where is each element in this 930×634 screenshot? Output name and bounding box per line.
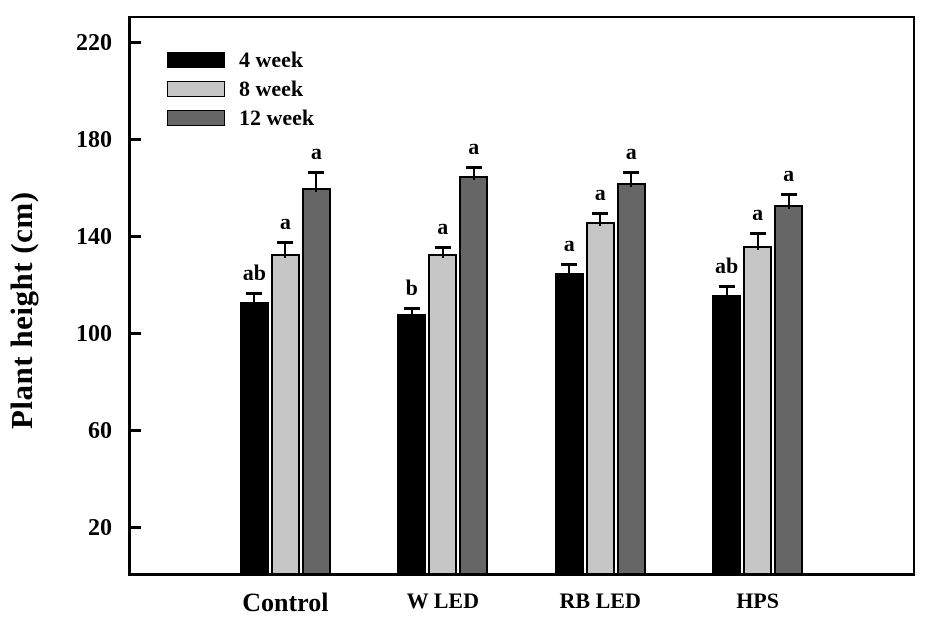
error-bar-stem [568, 263, 571, 277]
legend-row: 12 week [167, 103, 314, 132]
error-bar-cap [308, 171, 325, 175]
y-tick-label: 140 [76, 223, 112, 250]
bar-8-week-W-LED [428, 253, 458, 575]
error-bar-cap [718, 285, 735, 289]
x-category-label: W LED [406, 588, 479, 613]
y-tick-mark [129, 526, 141, 529]
error-bar-stem [756, 231, 759, 251]
error-bar-stem [441, 246, 444, 258]
legend-row: 4 week [167, 45, 314, 74]
bar-8-week-Control [270, 253, 300, 575]
error-bar-cap [561, 263, 578, 267]
error-bar-stem [410, 306, 413, 319]
error-bar-cap [465, 166, 482, 170]
significance-letter: a [594, 180, 606, 206]
bar-12-week-W-LED [459, 176, 489, 575]
error-bar-cap [246, 292, 263, 296]
y-tick-mark [129, 429, 141, 433]
error-bar-stem [315, 171, 318, 193]
significance-letter: ab [242, 260, 267, 286]
y-tick-label: 220 [76, 29, 112, 56]
bar-12-week-RB-LED [616, 183, 646, 575]
bar-8-week-RB-LED [585, 222, 615, 575]
bar-12-week-Control [301, 188, 331, 575]
legend: 4 week 8 week 12 week [167, 45, 314, 132]
legend-label: 4 week [239, 46, 304, 72]
y-tick-mark [129, 41, 141, 45]
significance-letter: a [437, 214, 449, 240]
error-bar-cap [592, 212, 609, 216]
x-category-label: Control [242, 588, 329, 617]
error-bar-stem [253, 292, 256, 307]
y-tick-label: 60 [88, 417, 112, 444]
significance-letter: a [468, 134, 480, 160]
y-tick-mark [129, 138, 141, 142]
y-tick-mark [129, 332, 141, 336]
bar-4-week-HPS [712, 294, 742, 575]
bar-4-week-Control [239, 302, 269, 575]
legend-label: 8 week [239, 75, 304, 101]
y-tick-label: 20 [88, 514, 112, 541]
error-bar-cap [434, 246, 451, 250]
error-bar-cap [780, 192, 797, 196]
error-bar-stem [472, 166, 475, 180]
significance-letter: a [279, 209, 291, 235]
legend-swatch-4-week [167, 51, 225, 68]
error-bar-cap [749, 231, 766, 235]
bar-12-week-HPS [774, 205, 804, 575]
error-bar-stem [284, 241, 287, 258]
significance-letter: a [783, 160, 795, 186]
significance-letter: a [310, 139, 322, 165]
legend-label: 12 week [239, 104, 315, 130]
error-bar-stem [630, 171, 633, 188]
legend-row: 8 week [167, 74, 314, 103]
y-tick-mark [129, 235, 141, 239]
bar-4-week-W-LED [397, 314, 427, 575]
y-tick-label: 100 [76, 320, 112, 347]
bar-8-week-HPS [743, 246, 773, 575]
significance-letter: a [563, 231, 575, 257]
error-bar-cap [403, 306, 420, 310]
error-bar-stem [787, 192, 790, 210]
significance-letter: a [625, 139, 637, 165]
error-bar-cap [277, 241, 294, 245]
bar-4-week-RB-LED [554, 272, 584, 575]
error-bar-cap [623, 171, 640, 175]
significance-letter: a [752, 199, 764, 225]
x-category-label: RB LED [559, 588, 641, 613]
legend-swatch-12-week [167, 109, 225, 126]
y-tick-label: 180 [76, 126, 112, 153]
x-category-label: HPS [736, 588, 779, 613]
significance-letter: ab [714, 253, 739, 279]
error-bar-stem [599, 212, 602, 227]
error-bar-stem [725, 285, 728, 299]
legend-swatch-8-week [167, 80, 225, 97]
significance-letter: b [405, 274, 418, 300]
